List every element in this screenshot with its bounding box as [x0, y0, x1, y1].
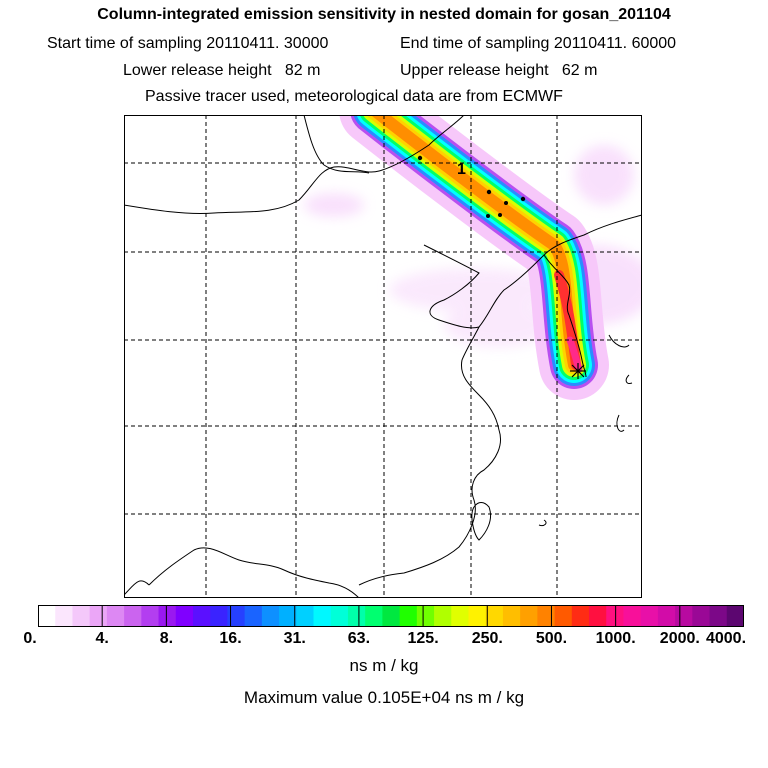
- colorbar-swatch: [124, 605, 142, 627]
- upper-height-value: 62 m: [561, 62, 598, 79]
- colorbar-swatch: [365, 605, 383, 627]
- colorbar-tick-label: 500.: [535, 630, 568, 647]
- colorbar-swatch: [141, 605, 160, 627]
- tracer-note: Passive tracer used, meteorological data…: [145, 88, 563, 105]
- lower-height-value: 82 m: [284, 62, 321, 79]
- receptor-star-icon: [570, 363, 586, 379]
- colorbar-swatch: [192, 605, 211, 627]
- colorbar-swatch: [261, 605, 280, 627]
- colorbar-swatch: [227, 605, 246, 627]
- trajectory-points: [417, 155, 526, 218]
- colorbar-swatch: [554, 605, 573, 627]
- graticule: [124, 115, 642, 598]
- plot-title: Column-integrated emission sensitivity i…: [97, 6, 671, 23]
- colorbar-tick-label: 8.: [159, 630, 174, 647]
- colorbar-swatch: [347, 605, 366, 627]
- colorbar-swatch: [72, 605, 91, 627]
- colorbar-tick-label: 1000.: [595, 630, 636, 647]
- coastlines: [124, 115, 642, 598]
- age-label: 1: [457, 161, 466, 178]
- colorbar-swatch: [399, 605, 418, 627]
- colorbar-swatch: [434, 605, 452, 627]
- colorbar-tick-label: 63.: [347, 630, 371, 647]
- map-frame: [124, 115, 642, 598]
- colorbar-swatch: [692, 605, 711, 627]
- colorbar-swatch: [520, 605, 538, 627]
- colorbar-tick-label: 125.: [407, 630, 439, 647]
- colorbar-swatch: [175, 605, 194, 627]
- colorbar-swatch: [537, 605, 556, 627]
- colorbar-swatch: [38, 605, 56, 627]
- colorbar-swatch: [589, 605, 607, 627]
- colorbar-tick-label: 16.: [219, 630, 242, 647]
- colorbar-tick-label: 4.: [95, 630, 109, 647]
- upper-height-label: Upper release height 62 m: [400, 62, 598, 79]
- colorbar-tick-label: 2000.: [659, 630, 700, 647]
- colorbar-swatch: [296, 605, 315, 627]
- colorbar-swatch: [451, 605, 470, 627]
- colorbar-swatch: [416, 605, 435, 627]
- colorbar-tick-label: 0.: [23, 630, 37, 647]
- colorbar-swatch: [89, 605, 108, 627]
- max-value-label: Maximum value 0.105E+04 ns m / kg: [243, 688, 525, 707]
- colorbar-swatch: [709, 605, 728, 627]
- start-time-value: 20110411. 30000: [206, 35, 329, 52]
- colorbar-swatch: [502, 605, 521, 627]
- colorbar-swatch: [468, 605, 487, 627]
- colorbar-swatch: [640, 605, 659, 627]
- colorbar-swatch: [279, 605, 297, 627]
- start-time-label: Start time of sampling 20110411. 30000: [47, 35, 329, 52]
- colorbar-tick-label: 31.: [283, 630, 306, 647]
- colorbar-swatch: [158, 605, 177, 627]
- colorbar-swatch: [726, 605, 744, 627]
- colorbar-swatch: [106, 605, 125, 627]
- colorbar-swatch: [485, 605, 504, 627]
- colorbar-swatch: [330, 605, 349, 627]
- colorbar-swatch: [382, 605, 401, 627]
- colorbar-swatch: [675, 605, 693, 627]
- colorbar-swatch: [55, 605, 74, 627]
- map-panel: 1: [124, 115, 642, 598]
- end-time-label: End time of sampling 20110411. 60000: [400, 35, 677, 52]
- lower-height-label: Lower release height 82 m: [123, 62, 321, 79]
- colorbar-swatch: [313, 605, 332, 627]
- colorbar-swatch: [210, 605, 229, 627]
- colorbar: [38, 605, 744, 627]
- colorbar-swatch: [623, 605, 642, 627]
- colorbar-tick-label: 250.: [471, 630, 503, 647]
- colorbar-frame: [38, 605, 744, 627]
- plume: [339, 115, 609, 400]
- colorbar-swatch: [244, 605, 263, 627]
- colorbar-swatch: [657, 605, 676, 627]
- colorbar-swatch: [571, 605, 590, 627]
- end-time-value: 20110411. 60000: [553, 35, 677, 52]
- colorbar-unit: ns m / kg: [349, 656, 419, 675]
- colorbar-tick-label: 4000.: [705, 630, 747, 647]
